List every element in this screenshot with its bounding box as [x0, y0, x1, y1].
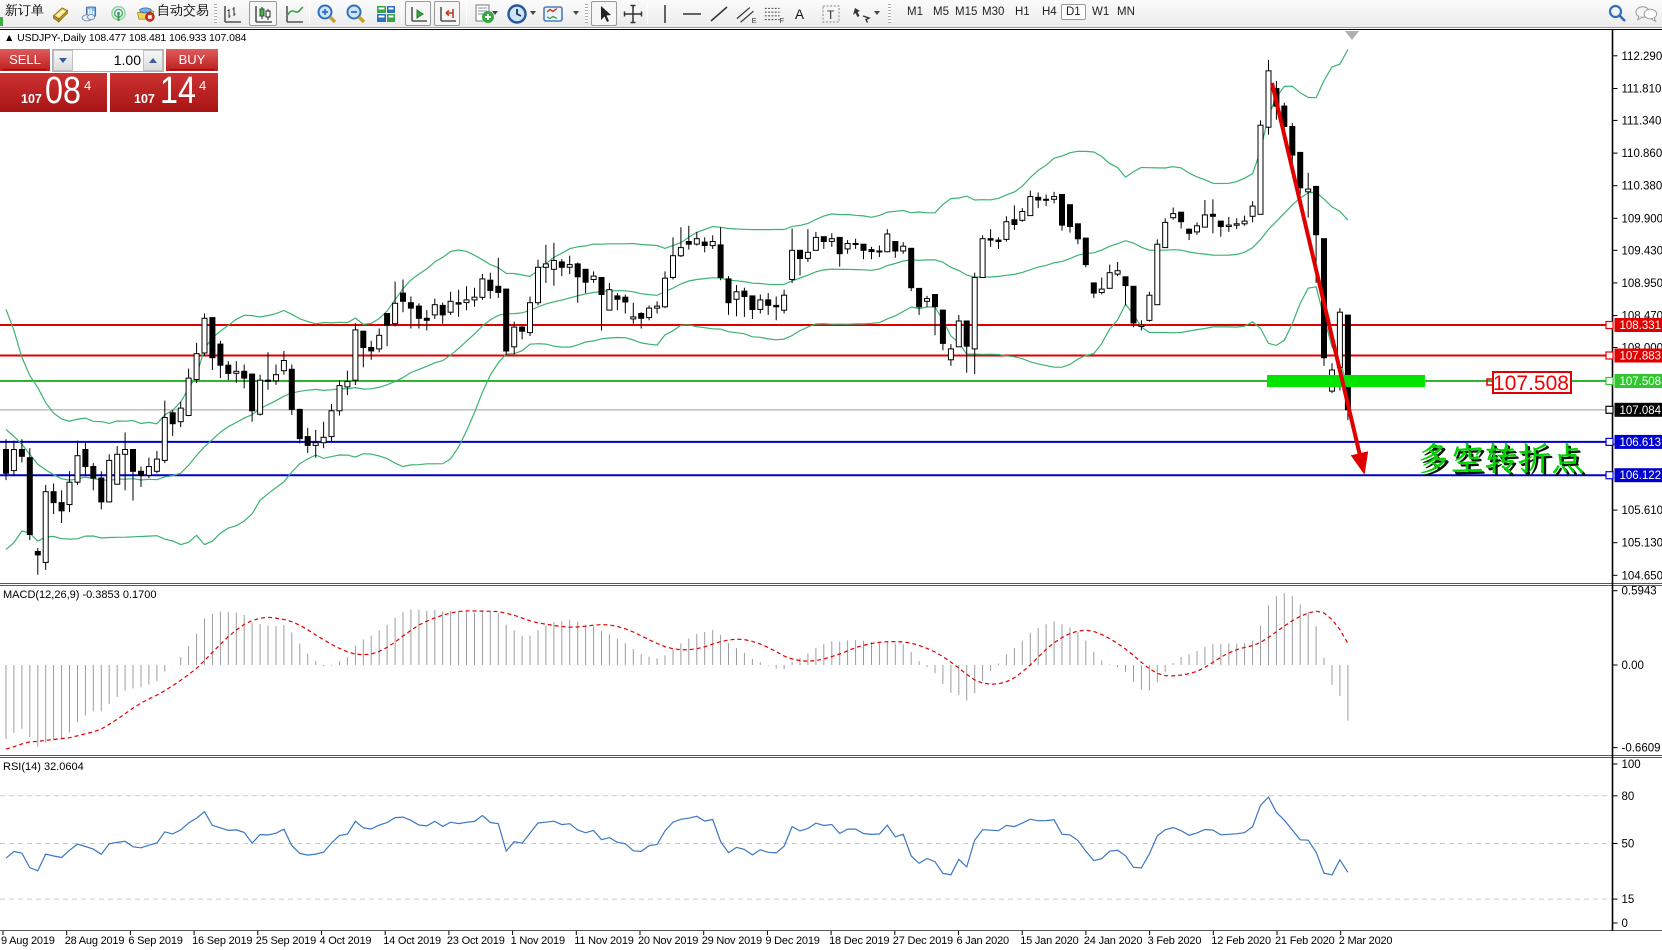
svg-text:107.508: 107.508: [1493, 372, 1569, 395]
svg-text:108.331: 108.331: [1620, 320, 1662, 332]
svg-text:15 Jan 2020: 15 Jan 2020: [1020, 935, 1078, 947]
svg-text:25 Sep 2019: 25 Sep 2019: [256, 935, 316, 947]
svg-text:E: E: [752, 16, 757, 25]
svg-text:29 Nov 2019: 29 Nov 2019: [702, 935, 762, 947]
svg-text:80: 80: [1622, 791, 1635, 803]
svg-text:9 Aug 2019: 9 Aug 2019: [1, 935, 55, 947]
svg-text:28 Aug 2019: 28 Aug 2019: [65, 935, 125, 947]
svg-text:109.430: 109.430: [1622, 245, 1662, 257]
svg-text:112.290: 112.290: [1622, 51, 1662, 63]
svg-text:6 Jan 2020: 6 Jan 2020: [957, 935, 1010, 947]
svg-text:0.00: 0.00: [1622, 660, 1644, 672]
svg-text:24 Jan 2020: 24 Jan 2020: [1084, 935, 1142, 947]
svg-text:0: 0: [1622, 918, 1628, 930]
svg-text:0.5943: 0.5943: [1622, 586, 1657, 598]
svg-text:27 Dec 2019: 27 Dec 2019: [893, 935, 953, 947]
svg-text:T: T: [827, 8, 835, 22]
svg-text:6 Sep 2019: 6 Sep 2019: [128, 935, 182, 947]
svg-text:111.810: 111.810: [1622, 84, 1662, 96]
svg-text:105.130: 105.130: [1622, 538, 1662, 550]
svg-text:12 Feb 2020: 12 Feb 2020: [1211, 935, 1271, 947]
svg-text:▲ USDJPY-,Daily 108.477 108.4: ▲ USDJPY-,Daily 108.477 108.481 106.933 …: [4, 32, 247, 44]
svg-text:14 Oct 2019: 14 Oct 2019: [383, 935, 441, 947]
svg-text:23 Oct 2019: 23 Oct 2019: [447, 935, 505, 947]
svg-text:107.084: 107.084: [1620, 405, 1662, 417]
svg-text:110.380: 110.380: [1622, 181, 1662, 193]
svg-text:4 Oct 2019: 4 Oct 2019: [320, 935, 372, 947]
svg-text:111.340: 111.340: [1622, 115, 1662, 127]
svg-text:F: F: [780, 16, 785, 25]
svg-text:100: 100: [1622, 759, 1641, 771]
svg-text:109.900: 109.900: [1622, 213, 1662, 225]
svg-text:RSI(14) 32.0604: RSI(14) 32.0604: [3, 761, 84, 773]
svg-text:MACD(12,26,9) -0.3853 0.1700: MACD(12,26,9) -0.3853 0.1700: [3, 589, 156, 601]
svg-text:16 Sep 2019: 16 Sep 2019: [192, 935, 252, 947]
svg-text:3 Feb 2020: 3 Feb 2020: [1148, 935, 1202, 947]
svg-text:104.650: 104.650: [1622, 570, 1662, 582]
svg-text:-0.6609: -0.6609: [1622, 743, 1661, 755]
svg-text:110.860: 110.860: [1622, 148, 1662, 160]
svg-text:108.950: 108.950: [1622, 278, 1662, 290]
svg-text:11 Nov 2019: 11 Nov 2019: [574, 935, 633, 947]
svg-text:2 Mar 2020: 2 Mar 2020: [1339, 935, 1393, 947]
svg-text:21 Feb 2020: 21 Feb 2020: [1275, 935, 1335, 947]
svg-text:20 Nov 2019: 20 Nov 2019: [638, 935, 698, 947]
svg-text:15: 15: [1622, 894, 1635, 906]
svg-text:18 Dec 2019: 18 Dec 2019: [829, 935, 889, 947]
svg-text:50: 50: [1622, 839, 1635, 851]
svg-text:106.122: 106.122: [1620, 470, 1662, 482]
svg-text:106.613: 106.613: [1620, 437, 1662, 449]
svg-text:107.883: 107.883: [1620, 351, 1662, 363]
svg-text:9 Dec 2019: 9 Dec 2019: [765, 935, 819, 947]
svg-text:107.508: 107.508: [1620, 376, 1662, 388]
svg-text:105.610: 105.610: [1622, 505, 1662, 517]
svg-text:1 Nov 2019: 1 Nov 2019: [511, 935, 565, 947]
